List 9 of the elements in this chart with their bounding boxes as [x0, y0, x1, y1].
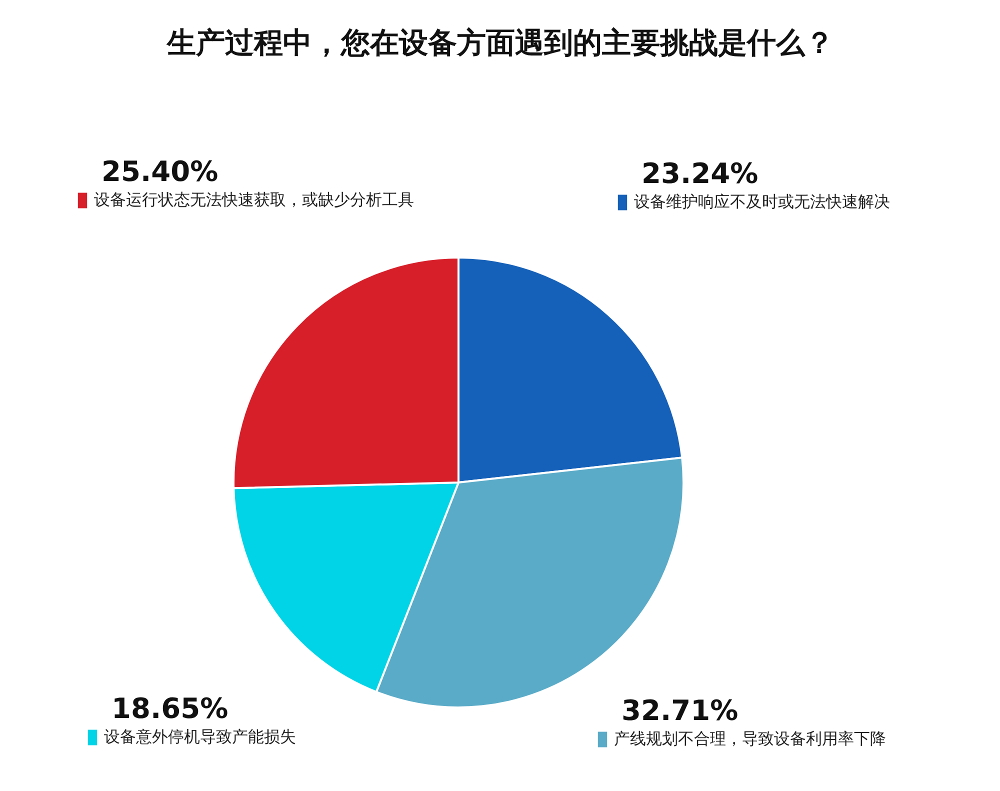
legend-label: 设备意外停机导致产能损失	[104, 726, 296, 748]
data-label: 25.40%	[102, 155, 218, 188]
legend-label: 设备运行状态无法快速获取，或缺少分析工具	[94, 190, 414, 210]
chart-title: 生产过程中，您在设备方面遇到的主要挑战是什么？	[166, 26, 834, 60]
data-label: 32.71%	[622, 694, 738, 727]
legend-label: 设备维护响应不及时或无法快速解决	[634, 192, 890, 212]
legend-label: 产线规划不合理，导致设备利用率下降	[614, 728, 886, 750]
data-label: 18.65%	[112, 692, 228, 725]
data-label: 23.24%	[642, 157, 758, 190]
